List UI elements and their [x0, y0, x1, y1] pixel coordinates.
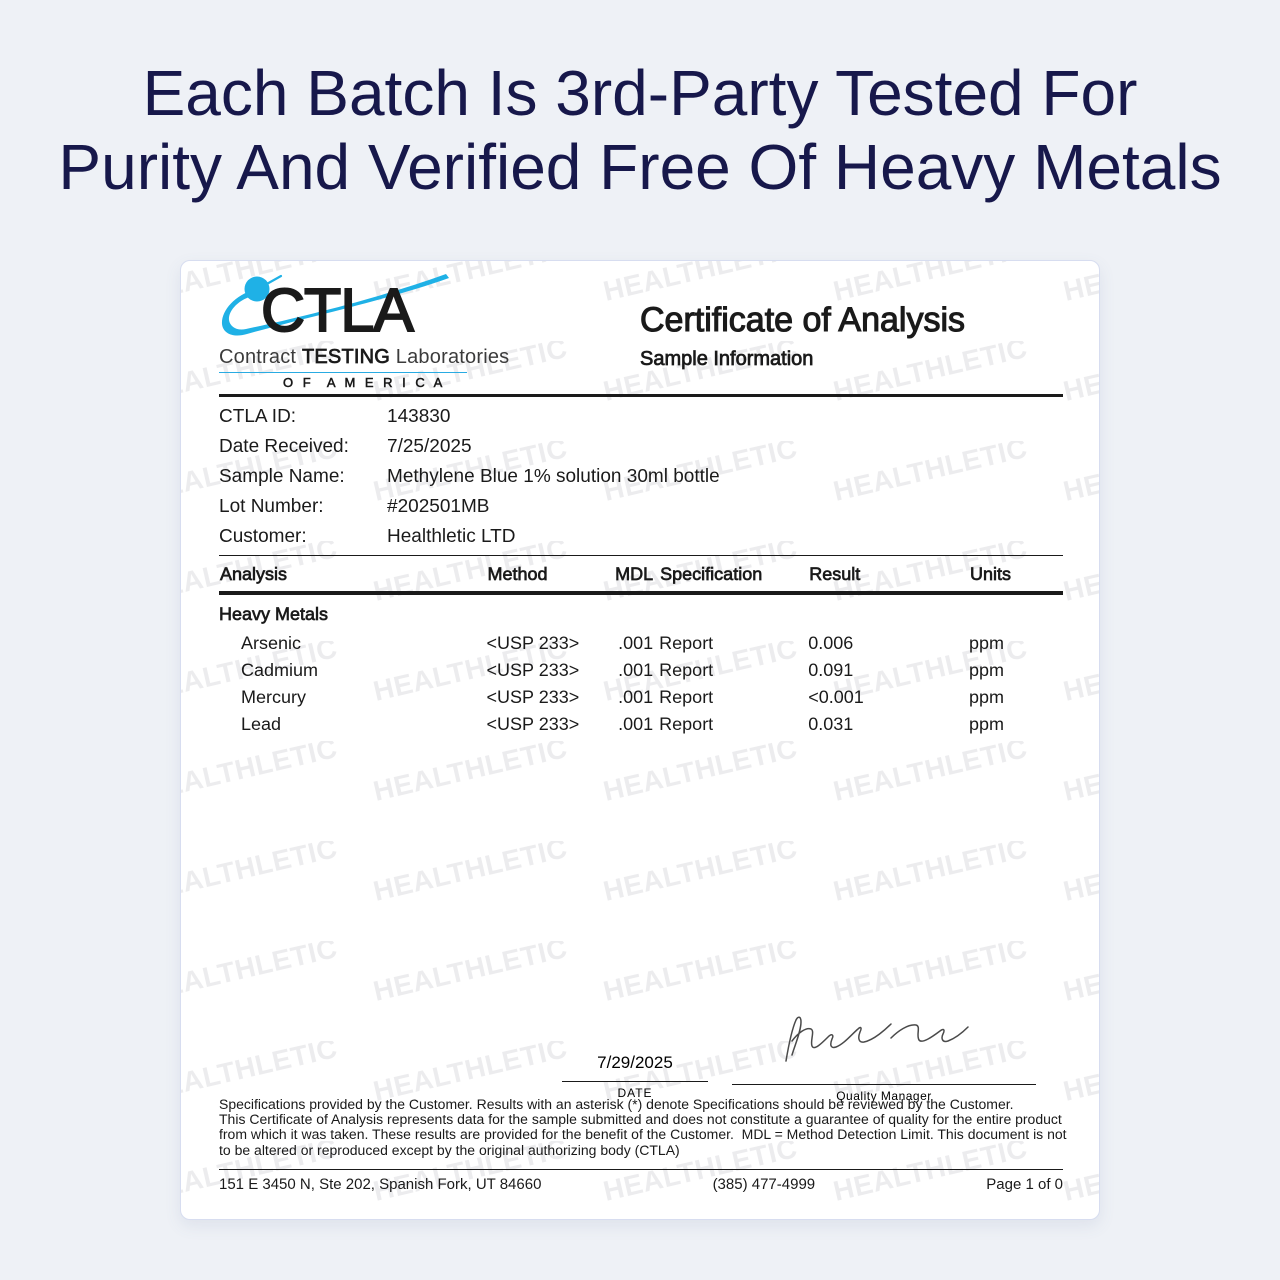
svg-text:CTLA: CTLA — [261, 276, 415, 344]
